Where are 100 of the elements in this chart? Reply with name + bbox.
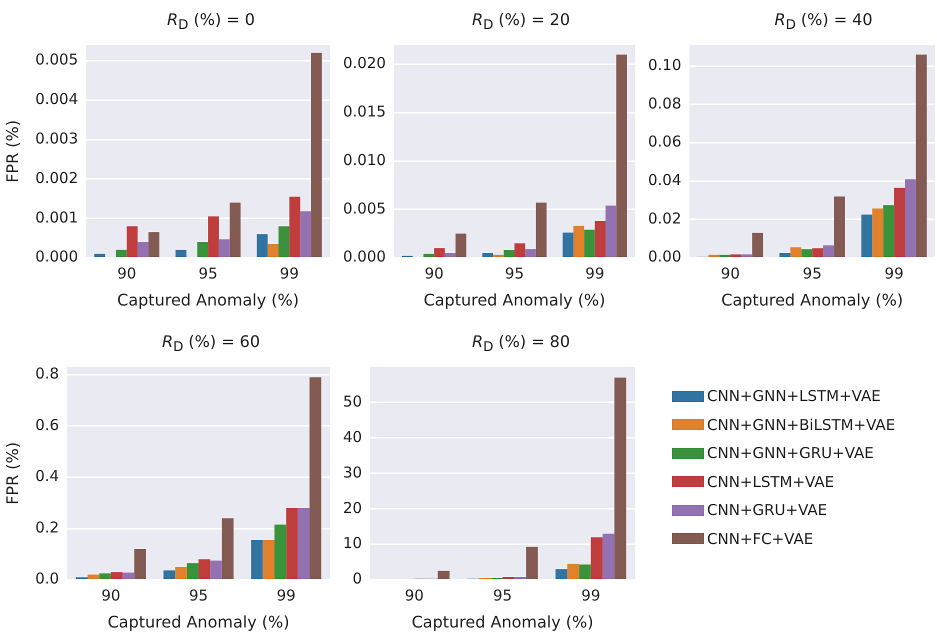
x-tick-label: 95 <box>188 586 208 605</box>
bar <box>163 570 176 580</box>
x-tick-label: 95 <box>504 264 524 283</box>
bar <box>438 570 450 580</box>
x-tick-label: 99 <box>280 264 299 283</box>
bar <box>148 232 160 258</box>
bar <box>752 232 764 258</box>
bar <box>790 247 802 258</box>
y-tick-label: 0.10 <box>648 56 682 74</box>
bar <box>126 226 138 258</box>
bar <box>514 243 526 258</box>
y-tick-label: 30 <box>342 463 362 482</box>
y-axis-title: FPR (%) <box>2 120 22 183</box>
y-axis-title: FPR (%) <box>2 442 22 505</box>
bar <box>138 242 148 258</box>
chart-title: R$_{D}$ (%) = 40 <box>774 10 873 34</box>
x-tick-label: 90 <box>720 264 740 283</box>
bar <box>222 518 234 580</box>
chart-title: R$_{D}$ (%) = 20 <box>472 10 570 34</box>
bar <box>812 248 824 258</box>
bar <box>298 508 310 580</box>
legend-label: CNN+GNN+GRU+VAE <box>707 444 874 462</box>
bar <box>186 563 199 580</box>
chart-title: R$_{D}$ (%) = 0 <box>167 10 255 34</box>
bar <box>779 253 790 258</box>
bar <box>602 534 614 580</box>
bar <box>556 569 568 580</box>
y-tick-label: 0.000 <box>35 248 78 266</box>
bar <box>286 508 298 580</box>
y-tick-label: 0.001 <box>35 208 78 226</box>
y-tick-label: 0.000 <box>342 248 386 266</box>
bar <box>110 572 123 580</box>
bar <box>198 559 210 580</box>
y-tick-label: 0.02 <box>648 209 682 228</box>
x-tick-label: 95 <box>492 586 512 605</box>
y-tick-label: 0.020 <box>342 54 386 72</box>
bar <box>122 572 134 580</box>
bar <box>567 564 580 580</box>
bar <box>176 250 186 258</box>
y-tick-label: 0.005 <box>35 50 78 69</box>
bar <box>210 560 222 580</box>
bar <box>423 254 434 258</box>
bar <box>579 564 591 580</box>
chart-title: R$_{D}$ (%) = 60 <box>162 332 260 356</box>
x-axis-title: Captured Anomaly (%) <box>721 290 904 310</box>
y-tick-label: 0.003 <box>35 129 78 148</box>
y-tick-label: 0.005 <box>342 199 386 218</box>
bar <box>197 242 208 258</box>
bar <box>590 537 603 580</box>
bar <box>256 234 268 258</box>
bar <box>99 573 111 580</box>
bar <box>801 249 812 258</box>
y-tick-label: 0.06 <box>648 132 682 151</box>
y-tick-label: 0.6 <box>35 416 60 434</box>
bar <box>251 540 263 580</box>
bar <box>904 179 916 258</box>
x-tick-label: 99 <box>884 264 904 283</box>
bar <box>208 216 219 258</box>
legend-label: CNN+GNN+LSTM+VAE <box>707 387 881 406</box>
x-axis-title: Captured Anomaly (%) <box>108 612 290 632</box>
bar <box>230 202 241 258</box>
legend-label: CNN+GNN+BiLSTM+VAE <box>707 416 896 434</box>
y-tick-label: 0.010 <box>342 150 386 169</box>
legend-label: CNN+FC+VAE <box>707 530 814 548</box>
bar <box>614 378 626 580</box>
bar <box>311 52 322 258</box>
bar <box>606 206 616 258</box>
bar <box>525 249 536 258</box>
bar <box>562 232 574 258</box>
bar <box>504 250 514 258</box>
x-tick-label: 99 <box>276 586 296 605</box>
bar <box>289 196 300 258</box>
chart-title: R$_{D}$ (%) = 80 <box>472 332 570 356</box>
y-tick-label: 0.8 <box>35 364 60 383</box>
y-tick-label: 0.2 <box>35 518 60 536</box>
bar <box>616 54 627 258</box>
bar <box>741 254 752 258</box>
bar <box>218 239 230 258</box>
x-axis-title: Captured Anomaly (%) <box>412 612 594 632</box>
x-tick-label: 90 <box>404 586 424 605</box>
bar <box>526 546 538 580</box>
bar <box>456 234 466 258</box>
bar <box>482 252 494 258</box>
legend-label: CNN+LSTM+VAE <box>707 472 834 491</box>
bar <box>823 245 834 258</box>
bar <box>434 248 445 258</box>
legend-label: CNN+GRU+VAE <box>707 501 828 520</box>
x-tick-label: 95 <box>802 264 822 283</box>
x-tick-label: 90 <box>424 264 444 283</box>
bar <box>872 208 884 258</box>
x-tick-label: 95 <box>198 264 218 283</box>
x-tick-label: 90 <box>117 264 136 283</box>
bar <box>94 254 106 258</box>
bar <box>493 254 504 258</box>
bar <box>894 188 905 258</box>
bar <box>584 230 595 258</box>
bar <box>300 211 312 258</box>
x-tick-label: 99 <box>585 264 604 283</box>
x-axis-title: Captured Anomaly (%) <box>424 290 606 310</box>
bar <box>262 540 274 580</box>
